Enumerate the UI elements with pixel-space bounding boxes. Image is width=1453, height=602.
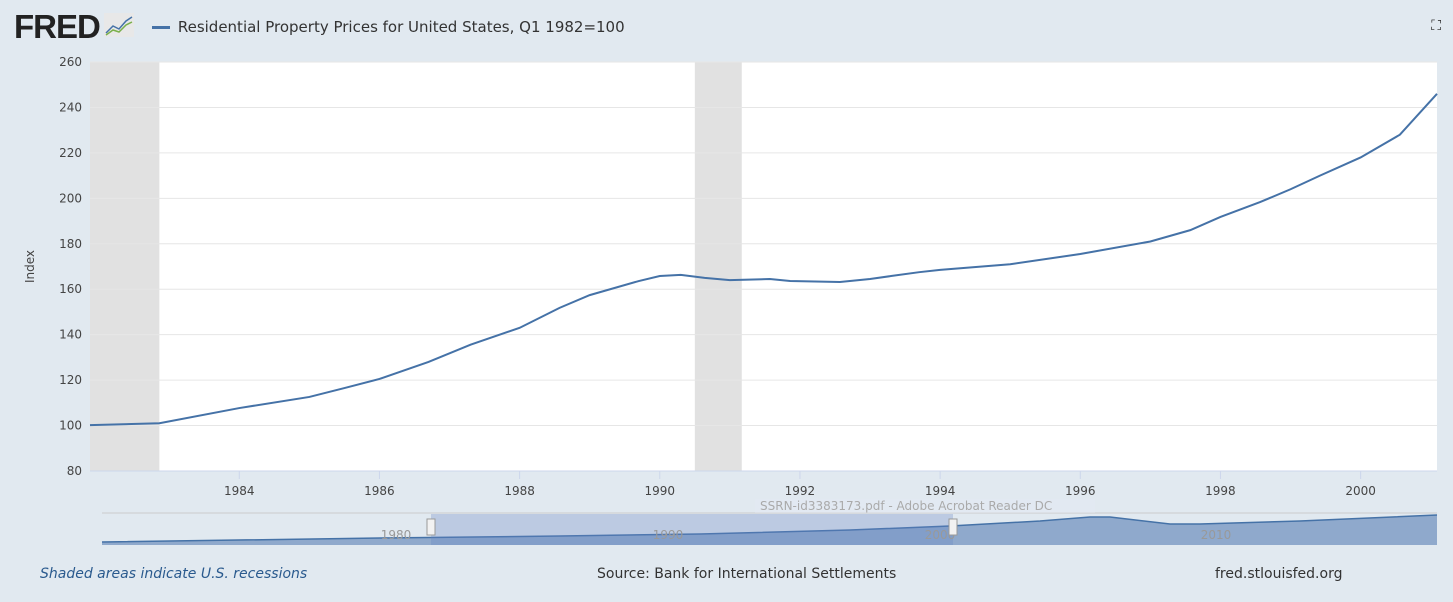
x-tick-label: 1994: [925, 484, 956, 498]
navigator-label: 2010: [1201, 528, 1232, 542]
y-axis-label: Index: [23, 250, 37, 283]
fullscreen-icon[interactable]: ⛶: [1431, 18, 1441, 34]
y-tick-label: 80: [67, 464, 82, 478]
recession-band: [90, 62, 160, 471]
x-tick-label: 1990: [645, 484, 676, 498]
y-tick-label: 140: [59, 328, 82, 342]
y-tick-label: 180: [59, 237, 82, 251]
navigator-label: 1980: [381, 528, 412, 542]
chart-header: FRED Residential Property Prices for Uni…: [14, 8, 625, 45]
x-tick-label: 1986: [364, 484, 395, 498]
x-tick-label: 1992: [785, 484, 816, 498]
recession-note: Shaded areas indicate U.S. recessions: [40, 566, 308, 582]
chart: 80 100 120 140 160 180 200 220 240 260 1984 1986 198…: [23, 55, 1438, 545]
x-tick-label: 1996: [1065, 484, 1096, 498]
y-tick-label: 260: [59, 55, 82, 69]
navigator-line: [101, 514, 1438, 543]
navigator-tooltip: SSRN-id3383173.pdf - Adobe Acrobat Reade…: [760, 499, 1052, 513]
fred-logo[interactable]: FRED: [14, 8, 101, 45]
site-link[interactable]: fred.stlouisfed.org: [1215, 566, 1343, 582]
source-text: Source: Bank for International Settlemen…: [597, 566, 897, 582]
series-title: Residential Property Prices for United S…: [177, 18, 625, 36]
x-tick-label: 1988: [504, 484, 535, 498]
navigator-label: 2000: [925, 528, 956, 542]
y-tick-label: 220: [59, 146, 82, 160]
y-tick-label: 240: [59, 100, 82, 114]
navigator-handle[interactable]: [948, 518, 958, 536]
navigator-handle[interactable]: [426, 518, 436, 536]
chart-trend-icon: [103, 13, 134, 41]
navigator-selection: [431, 514, 953, 545]
y-tick-label: 160: [59, 282, 82, 296]
y-tick-label: 120: [59, 373, 82, 387]
x-tick-label: 1998: [1205, 484, 1236, 498]
x-tick-label: 1984: [224, 484, 255, 498]
navigator-tooltip-bg: [755, 499, 1095, 513]
y-tick-label: 200: [59, 191, 82, 205]
x-tick-label: 2000: [1345, 484, 1376, 498]
navigator-label: 1990: [653, 528, 684, 542]
plot-area: [90, 62, 1437, 471]
legend-swatch: [151, 25, 170, 29]
series-line: [89, 93, 1438, 427]
y-tick-label: 100: [59, 419, 82, 433]
recession-band: [694, 62, 742, 471]
